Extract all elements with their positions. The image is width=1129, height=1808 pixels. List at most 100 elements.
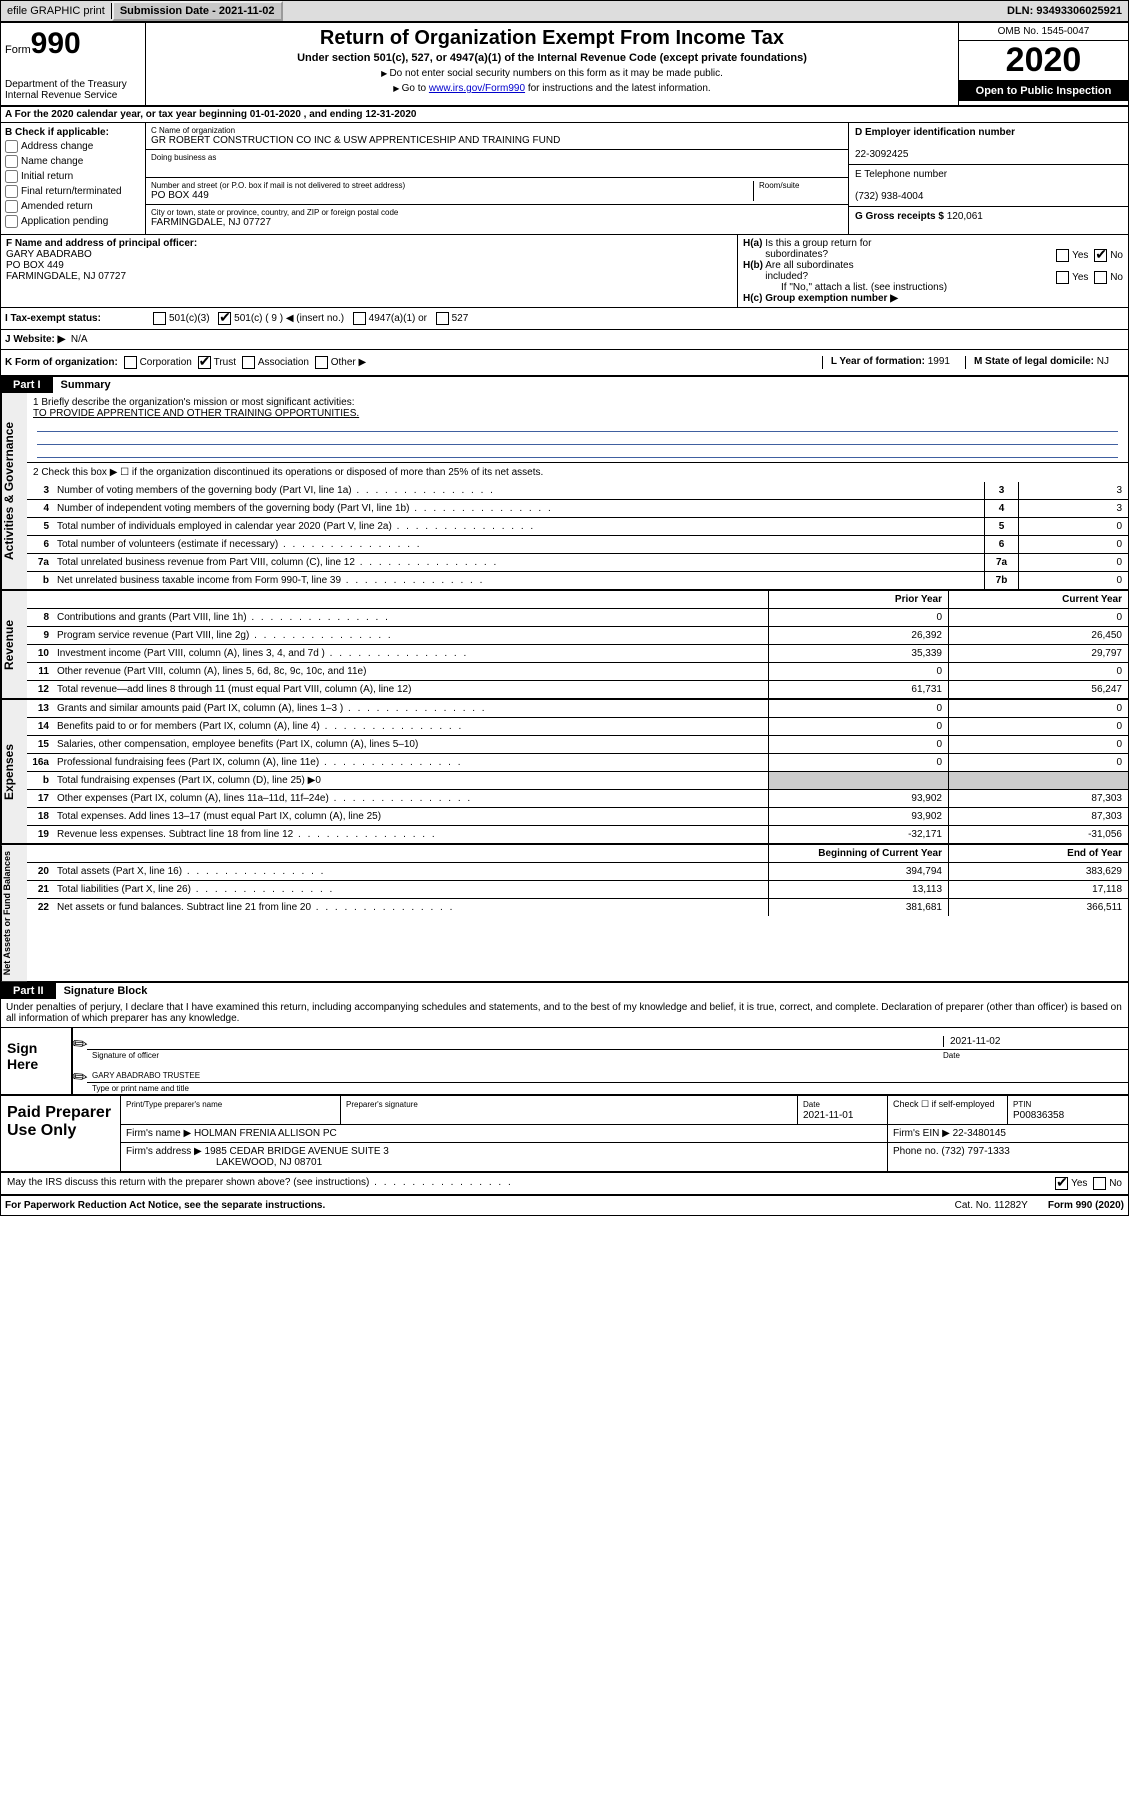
phone: (732) 938-4004 [855,191,923,202]
type-name-label: Type or print name and title [87,1083,1128,1094]
website-val: N/A [71,334,88,345]
ha-no[interactable] [1094,249,1107,262]
row-11: 11Other revenue (Part VIII, column (A), … [27,663,1128,681]
row-k: K Form of organization: Corporation Trus… [1,350,1128,377]
part2-header: Part II Signature Block [1,983,1128,999]
cb-4947[interactable] [353,312,366,325]
row-6: 6Total number of volunteers (estimate if… [27,536,1128,554]
row-10: 10Investment income (Part VIII, column (… [27,645,1128,663]
dept-treasury: Department of the Treasury Internal Reve… [5,79,141,101]
row-7b: bNet unrelated business taxable income f… [27,572,1128,589]
mission-label: 1 Briefly describe the organization's mi… [33,397,1122,408]
row-5: 5Total number of individuals employed in… [27,518,1128,536]
form-number: Form990 [5,27,141,61]
col-prior-year: Prior Year [768,591,948,608]
line2: 2 Check this box ▶ ☐ if the organization… [27,463,1128,482]
discuss-row: May the IRS discuss this return with the… [1,1173,1128,1196]
form-ref: Form 990 (2020) [1048,1200,1124,1211]
discuss-no[interactable] [1093,1177,1106,1190]
room-label: Room/suite [759,181,843,190]
discuss-yes[interactable] [1055,1177,1068,1190]
row-21: 21Total liabilities (Part X, line 26)13,… [27,881,1128,899]
ptin: P00836358 [1013,1110,1064,1121]
cat-no: Cat. No. 11282Y [955,1200,1028,1211]
street-label: Number and street (or P.O. box if mail i… [151,181,753,190]
cb-amended[interactable] [5,200,18,213]
form-subtitle: Under section 501(c), 527, or 4947(a)(1)… [150,52,954,64]
domicile: NJ [1097,356,1109,367]
row-16b: bTotal fundraising expenses (Part IX, co… [27,772,1128,790]
org-name-label: C Name of organization [151,126,843,135]
row-3: 3Number of voting members of the governi… [27,482,1128,500]
org-name: GR ROBERT CONSTRUCTION CO INC & USW APPR… [151,135,843,146]
pp-check: Check ☐ if self-employed [888,1096,1008,1124]
cb-other[interactable] [315,356,328,369]
year-formation: 1991 [928,356,950,367]
vband-activities: Activities & Governance [1,393,27,589]
goto-note: Go to www.irs.gov/Form990 for instructio… [150,83,954,94]
cb-trust[interactable] [198,356,211,369]
hb-yes[interactable] [1056,271,1069,284]
sig-officer-label: Signature of officer [92,1051,943,1060]
box-d-e-g: D Employer identification number 22-3092… [848,123,1128,234]
cb-app-pending[interactable] [5,215,18,228]
officer-printed: GARY ABADRABO TRUSTEE [92,1071,200,1080]
cb-name-change[interactable] [5,155,18,168]
gross-receipts: 120,061 [947,211,983,222]
tax-year: 2020 [959,41,1128,81]
row-f-h: F Name and address of principal officer:… [1,235,1128,308]
row-7a: 7aTotal unrelated business revenue from … [27,554,1128,572]
row-18: 18Total expenses. Add lines 13–17 (must … [27,808,1128,826]
sect-activities: Activities & Governance 1 Briefly descri… [1,393,1128,591]
entity-block: B Check if applicable: Address change Na… [1,123,1128,235]
firm-phone: (732) 797-1333 [941,1146,1009,1157]
officer-name: GARY ABADRABO [6,249,92,260]
street: PO BOX 449 [151,190,753,201]
cb-final-return[interactable] [5,185,18,198]
cb-501c[interactable] [218,312,231,325]
signature-block: Sign Here ✎ 2021-11-02 Signature of offi… [1,1028,1128,1096]
mission-text: TO PROVIDE APPRENTICE AND OTHER TRAINING… [33,408,1122,419]
officer-city: FARMINGDALE, NJ 07727 [6,271,126,282]
cb-initial-return[interactable] [5,170,18,183]
row-22: 22Net assets or fund balances. Subtract … [27,899,1128,916]
city-label: City or town, state or province, country… [151,208,843,217]
sign-here: Sign Here [1,1028,71,1094]
row-20: 20Total assets (Part X, line 16)394,7943… [27,863,1128,881]
dln: DLN: 93493306025921 [1001,3,1128,19]
open-inspection: Open to Public Inspection [959,81,1128,101]
ein: 22-3092425 [855,149,908,160]
col-current-year: Current Year [948,591,1128,608]
gross-label: G Gross receipts $ [855,211,944,222]
pp-date: 2021-11-01 [803,1110,853,1121]
phone-label: E Telephone number [855,169,947,180]
cb-501c3[interactable] [153,312,166,325]
officer-street: PO BOX 449 [6,260,64,271]
cb-address-change[interactable] [5,140,18,153]
penalty-text: Under penalties of perjury, I declare th… [1,999,1128,1028]
firm-addr1: 1985 CEDAR BRIDGE AVENUE SUITE 3 [205,1146,389,1157]
submission-date-btn[interactable]: Submission Date - 2021-11-02 [112,1,283,21]
efile-label: efile GRAPHIC print [1,3,112,19]
row-17: 17Other expenses (Part IX, column (A), l… [27,790,1128,808]
form-990: Form990 Department of the Treasury Inter… [0,22,1129,1216]
hb-no[interactable] [1094,271,1107,284]
sect-expenses: Expenses 13Grants and similar amounts pa… [1,700,1128,845]
ha-yes[interactable] [1056,249,1069,262]
firm-ein: 22-3480145 [953,1128,1006,1139]
vband-revenue: Revenue [1,591,27,698]
paid-prep-label: Paid Preparer Use Only [1,1096,121,1171]
cb-corp[interactable] [124,356,137,369]
omb-number: OMB No. 1545-0047 [959,23,1128,41]
dba-label: Doing business as [151,153,843,162]
irs-link[interactable]: www.irs.gov/Form990 [429,83,525,94]
box-f: F Name and address of principal officer:… [1,235,738,307]
line-a: A For the 2020 calendar year, or tax yea… [1,107,1128,123]
row-16a: 16aProfessional fundraising fees (Part I… [27,754,1128,772]
firm-name: HOLMAN FRENIA ALLISON PC [194,1128,337,1139]
paid-preparer: Paid Preparer Use Only Print/Type prepar… [1,1096,1128,1173]
cb-assoc[interactable] [242,356,255,369]
cb-527[interactable] [436,312,449,325]
col-boy: Beginning of Current Year [768,845,948,862]
sect-netassets: Net Assets or Fund Balances Beginning of… [1,845,1128,983]
